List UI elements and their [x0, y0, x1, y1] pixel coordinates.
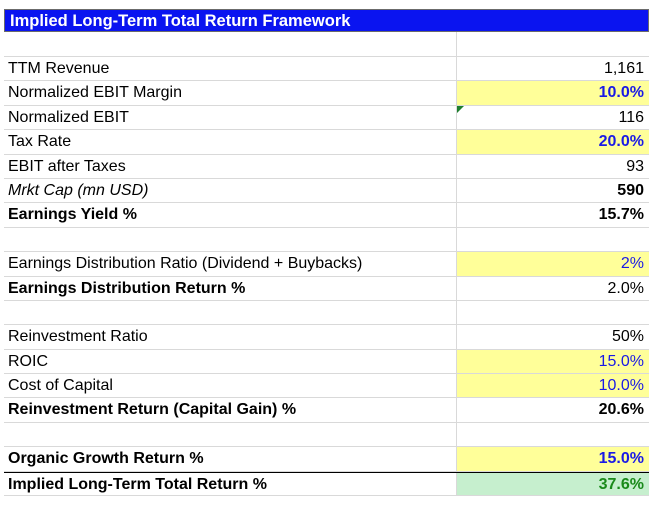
cell-label-blank[interactable] [4, 422, 457, 447]
normalized-ebit-margin-label[interactable]: Normalized EBIT Margin [4, 81, 457, 105]
cell-value-blank[interactable] [457, 301, 649, 324]
reinvestment-return-value[interactable]: 20.6% [598, 401, 644, 419]
market-cap-value[interactable]: 590 [617, 181, 644, 199]
normalized-ebit-margin-value[interactable]: 10.0% [457, 81, 649, 105]
table-row: Mrkt Cap (mn USD) 590 [4, 178, 649, 204]
table-row: TTM Revenue 1,161 [4, 57, 649, 82]
earnings-distribution-return-label[interactable]: Earnings Distribution Return % [4, 276, 457, 300]
table-row [4, 422, 649, 448]
tax-rate-label[interactable]: Tax Rate [4, 130, 457, 154]
table-row: Reinvestment Return (Capital Gain) % 20.… [4, 398, 649, 423]
cost-of-capital-label[interactable]: Cost of Capital [4, 374, 457, 398]
table-row [4, 300, 649, 326]
roic-value[interactable]: 15.0% [457, 349, 649, 374]
implied-total-return-value[interactable]: 37.6% [457, 472, 649, 496]
earnings-distribution-return-value[interactable]: 2.0% [607, 279, 644, 297]
table-row [4, 32, 649, 57]
table-row: Implied Long-Term Total Return % 37.6% [4, 471, 649, 497]
table-row [4, 227, 649, 253]
normalized-ebit-label[interactable]: Normalized EBIT [4, 105, 457, 130]
earnings-distribution-ratio-value[interactable]: 2% [457, 252, 649, 276]
spreadsheet: Implied Long-Term Total Return Framework… [4, 9, 649, 497]
ebit-after-taxes-value[interactable]: 93 [626, 157, 644, 175]
table-row: Cost of Capital 10.0% [4, 374, 649, 399]
cost-of-capital-value[interactable]: 10.0% [457, 374, 649, 398]
table-row: Earnings Distribution Ratio (Dividend + … [4, 252, 649, 277]
cell-label-blank[interactable] [4, 227, 457, 252]
cell-label-blank[interactable] [4, 32, 457, 56]
earnings-yield-label[interactable]: Earnings Yield % [4, 203, 457, 227]
table-row: ROIC 15.0% [4, 349, 649, 375]
earnings-yield-value[interactable]: 15.7% [598, 206, 644, 224]
ebit-after-taxes-label[interactable]: EBIT after Taxes [4, 154, 457, 178]
cell-value-blank[interactable] [457, 423, 649, 446]
roic-label[interactable]: ROIC [4, 349, 457, 374]
tax-rate-value[interactable]: 20.0% [457, 130, 649, 154]
table-row: Normalized EBIT 116 [4, 105, 649, 131]
comment-indicator-icon [457, 105, 464, 113]
table-row: Organic Growth Return % 15.0% [4, 447, 649, 472]
table-row: Earnings Distribution Return % 2.0% [4, 276, 649, 301]
organic-growth-return-value[interactable]: 15.0% [457, 447, 649, 471]
ttm-revenue-value[interactable]: 1,161 [603, 60, 644, 77]
table-row: EBIT after Taxes 93 [4, 154, 649, 179]
reinvestment-return-label[interactable]: Reinvestment Return (Capital Gain) % [4, 398, 457, 422]
table-row: Tax Rate 20.0% [4, 130, 649, 155]
table-row: Normalized EBIT Margin 10.0% [4, 81, 649, 106]
reinvestment-ratio-label[interactable]: Reinvestment Ratio [4, 325, 457, 349]
table-row: Reinvestment Ratio 50% [4, 325, 649, 350]
cell-value-blank[interactable] [457, 228, 649, 251]
cell-label-blank[interactable] [4, 300, 457, 325]
organic-growth-return-label[interactable]: Organic Growth Return % [4, 447, 457, 471]
table-row: Earnings Yield % 15.7% [4, 203, 649, 228]
market-cap-label[interactable]: Mrkt Cap (mn USD) [4, 178, 457, 203]
ttm-revenue-label[interactable]: TTM Revenue [4, 57, 457, 81]
reinvestment-ratio-value[interactable]: 50% [611, 328, 644, 346]
cell-value-blank[interactable] [457, 32, 649, 56]
normalized-ebit-value-cell[interactable]: 116 [457, 105, 649, 129]
earnings-distribution-ratio-label[interactable]: Earnings Distribution Ratio (Dividend + … [4, 252, 457, 276]
implied-total-return-label[interactable]: Implied Long-Term Total Return % [4, 472, 457, 496]
normalized-ebit-value: 116 [618, 108, 644, 126]
framework-title[interactable]: Implied Long-Term Total Return Framework [4, 9, 649, 32]
